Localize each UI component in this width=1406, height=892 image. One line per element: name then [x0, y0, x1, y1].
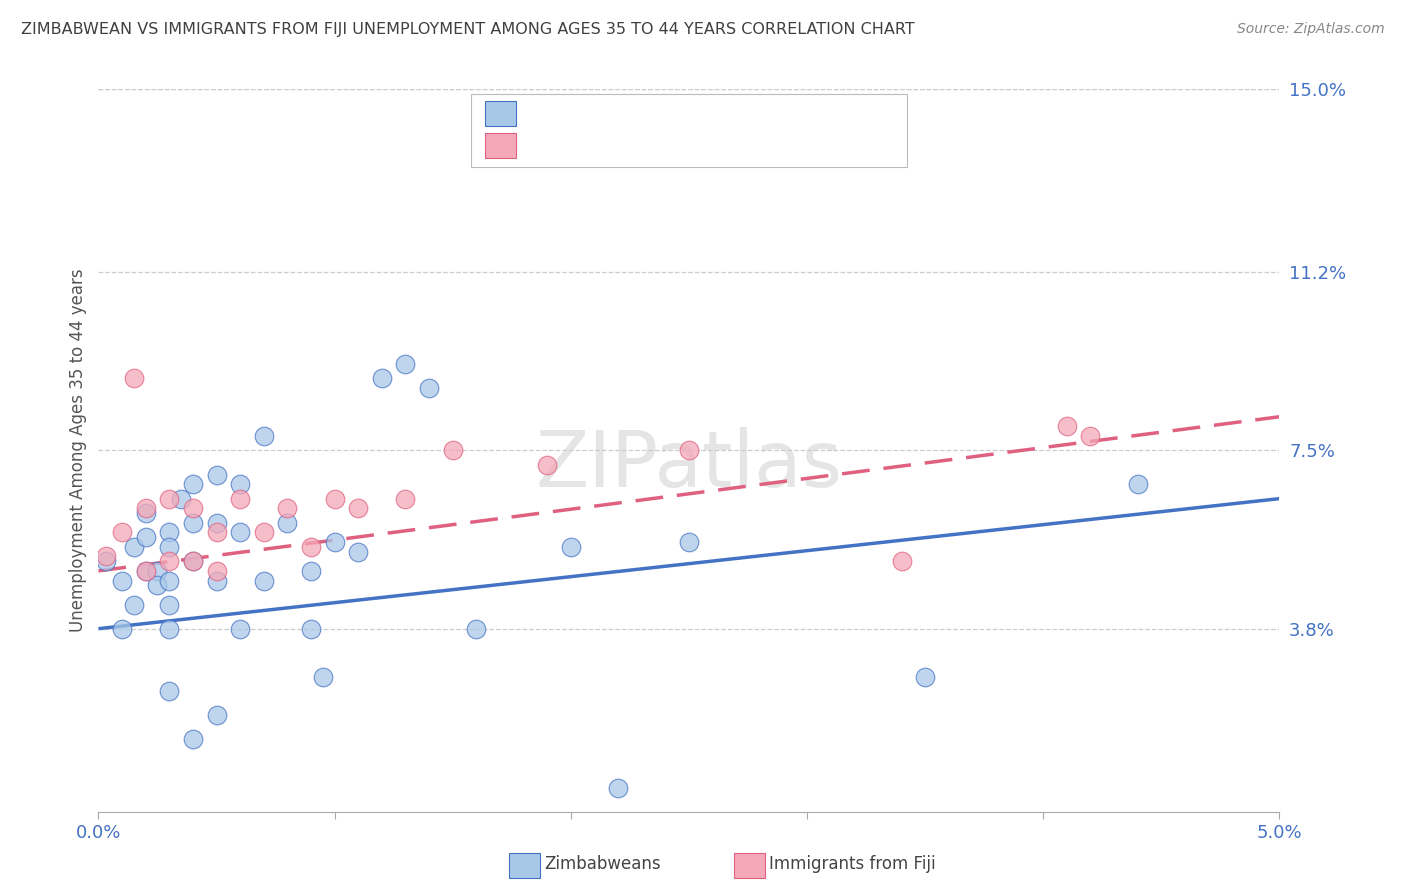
Point	[205, 564, 228, 578]
Text: Zimbabweans: Zimbabweans	[544, 855, 661, 873]
Point	[678, 535, 700, 549]
Point	[135, 506, 157, 520]
Point	[205, 467, 228, 482]
Text: ZIMBABWEAN VS IMMIGRANTS FROM FIJI UNEMPLOYMENT AMONG AGES 35 TO 44 YEARS CORREL: ZIMBABWEAN VS IMMIGRANTS FROM FIJI UNEMP…	[21, 22, 915, 37]
Point	[111, 574, 134, 588]
Point	[122, 371, 145, 385]
Point	[146, 578, 169, 592]
Point	[94, 549, 117, 564]
Point	[1056, 419, 1078, 434]
Point	[371, 371, 394, 385]
Point	[560, 540, 582, 554]
Point	[157, 525, 180, 540]
Point	[323, 491, 346, 506]
Point	[607, 780, 630, 795]
Point	[157, 554, 180, 568]
Text: Source: ZipAtlas.com: Source: ZipAtlas.com	[1237, 22, 1385, 37]
Point	[205, 708, 228, 723]
Point	[394, 357, 416, 371]
Point	[181, 554, 204, 568]
Point	[170, 491, 193, 506]
Point	[323, 535, 346, 549]
Point	[1080, 429, 1102, 443]
Text: N =: N =	[630, 136, 679, 154]
Point	[229, 491, 252, 506]
Point	[157, 574, 180, 588]
Point	[253, 574, 276, 588]
Point	[276, 516, 298, 530]
Point	[299, 540, 322, 554]
Point	[418, 381, 440, 395]
Point	[441, 443, 464, 458]
Point	[135, 501, 157, 516]
Point	[276, 501, 298, 516]
Text: R =: R =	[527, 104, 565, 122]
Text: Immigrants from Fiji: Immigrants from Fiji	[769, 855, 936, 873]
Point	[94, 554, 117, 568]
Point	[181, 501, 204, 516]
Point	[157, 540, 180, 554]
Point	[157, 684, 180, 698]
Point	[146, 564, 169, 578]
Point	[299, 564, 322, 578]
Point	[111, 622, 134, 636]
Point	[111, 525, 134, 540]
Text: 0.394: 0.394	[567, 136, 621, 154]
Point	[181, 554, 204, 568]
Point	[229, 477, 252, 491]
Point	[157, 622, 180, 636]
Point	[299, 622, 322, 636]
Text: N =: N =	[630, 104, 679, 122]
Point	[135, 564, 157, 578]
Point	[135, 530, 157, 544]
Point	[205, 525, 228, 540]
Text: ZIPatlas: ZIPatlas	[536, 427, 842, 503]
Text: R =: R =	[527, 136, 565, 154]
Point	[536, 458, 558, 472]
Point	[312, 670, 335, 684]
Point	[122, 540, 145, 554]
Point	[678, 443, 700, 458]
Point	[157, 491, 180, 506]
Point	[181, 732, 204, 747]
Point	[347, 501, 370, 516]
Text: 24: 24	[685, 136, 709, 154]
Point	[347, 544, 370, 558]
Point	[181, 516, 204, 530]
Point	[229, 622, 252, 636]
Point	[205, 516, 228, 530]
Point	[1126, 477, 1149, 491]
Text: 45: 45	[685, 104, 709, 122]
Text: 0.158: 0.158	[567, 104, 621, 122]
Point	[253, 429, 276, 443]
Point	[135, 564, 157, 578]
Y-axis label: Unemployment Among Ages 35 to 44 years: Unemployment Among Ages 35 to 44 years	[69, 268, 87, 632]
Point	[465, 622, 488, 636]
Point	[914, 670, 936, 684]
Point	[890, 554, 912, 568]
Point	[157, 598, 180, 612]
Point	[205, 574, 228, 588]
Point	[122, 598, 145, 612]
Point	[229, 525, 252, 540]
Point	[394, 491, 416, 506]
Point	[181, 477, 204, 491]
Point	[253, 525, 276, 540]
